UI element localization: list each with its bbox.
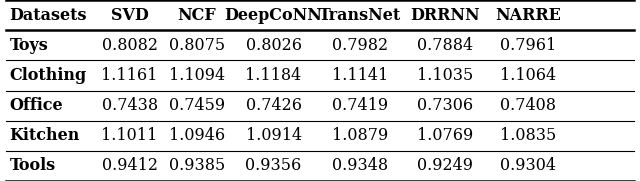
Text: 0.8075: 0.8075 — [169, 37, 225, 54]
Text: 0.9385: 0.9385 — [169, 157, 225, 174]
Text: 0.7459: 0.7459 — [169, 97, 225, 114]
Text: 1.0879: 1.0879 — [332, 127, 388, 144]
Text: 0.7884: 0.7884 — [417, 37, 473, 54]
Text: 0.7438: 0.7438 — [102, 97, 157, 114]
Text: 0.8026: 0.8026 — [246, 37, 301, 54]
Text: 1.0946: 1.0946 — [169, 127, 225, 144]
Text: NARRE: NARRE — [495, 7, 561, 24]
Text: 1.1184: 1.1184 — [246, 67, 301, 84]
Text: Toys: Toys — [10, 37, 49, 54]
Text: SVD: SVD — [111, 7, 148, 24]
Text: DeepCoNN: DeepCoNN — [225, 7, 323, 24]
Text: 1.1035: 1.1035 — [417, 67, 473, 84]
Text: 1.0835: 1.0835 — [500, 127, 556, 144]
Text: 0.9249: 0.9249 — [417, 157, 473, 174]
Text: 0.7426: 0.7426 — [246, 97, 301, 114]
Text: 0.9356: 0.9356 — [246, 157, 301, 174]
Text: 0.7419: 0.7419 — [332, 97, 388, 114]
Text: Tools: Tools — [10, 157, 56, 174]
Text: Office: Office — [10, 97, 63, 114]
Text: 0.8082: 0.8082 — [102, 37, 157, 54]
Text: 0.7408: 0.7408 — [500, 97, 556, 114]
Text: 1.0769: 1.0769 — [417, 127, 473, 144]
Text: TransNet: TransNet — [319, 7, 401, 24]
Text: 0.9304: 0.9304 — [500, 157, 556, 174]
Text: 0.7306: 0.7306 — [417, 97, 473, 114]
Text: 1.1094: 1.1094 — [169, 67, 225, 84]
Text: 0.7961: 0.7961 — [500, 37, 556, 54]
Text: NCF: NCF — [177, 7, 216, 24]
Text: 1.1064: 1.1064 — [500, 67, 556, 84]
Text: 0.9348: 0.9348 — [332, 157, 388, 174]
Text: 1.1011: 1.1011 — [102, 127, 157, 144]
Text: Kitchen: Kitchen — [10, 127, 80, 144]
Text: 0.7982: 0.7982 — [332, 37, 388, 54]
Text: 1.1161: 1.1161 — [101, 67, 158, 84]
Text: 0.9412: 0.9412 — [102, 157, 157, 174]
Text: 1.1141: 1.1141 — [332, 67, 388, 84]
Text: Datasets: Datasets — [10, 7, 87, 24]
Text: DRRNN: DRRNN — [410, 7, 479, 24]
Text: 1.0914: 1.0914 — [246, 127, 301, 144]
Text: Clothing: Clothing — [10, 67, 87, 84]
